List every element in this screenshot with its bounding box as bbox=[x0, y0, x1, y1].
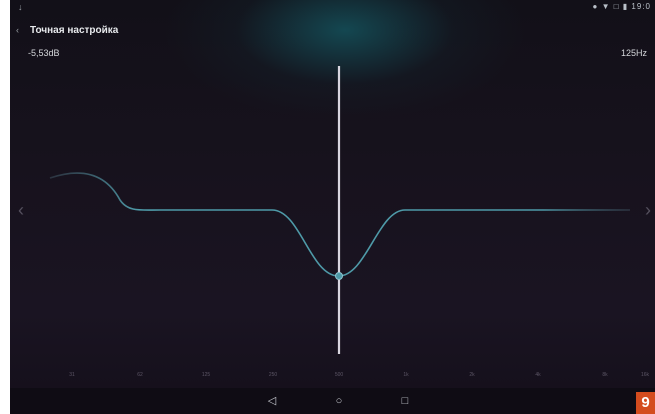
freq-label[interactable]: 4k bbox=[535, 372, 541, 378]
next-band-arrow[interactable]: › bbox=[645, 200, 651, 220]
status-indicators: ● ▼ □ ▮ 19:0 bbox=[592, 2, 651, 11]
nav-home-button[interactable]: ○ bbox=[335, 395, 343, 407]
system-nav-bar: ◁ ○ □ bbox=[10, 388, 655, 414]
nav-back-button[interactable]: ◁ bbox=[267, 395, 277, 407]
header: ‹ Точная настройка bbox=[16, 20, 118, 40]
app-screen: ↓ ● ▼ □ ▮ 19:0 ‹ Точная настройка -5,53d… bbox=[10, 0, 655, 414]
page-title: Точная настройка bbox=[30, 24, 119, 36]
back-arrow-icon[interactable]: ‹ bbox=[16, 25, 19, 35]
freq-label[interactable]: 125 bbox=[201, 372, 211, 378]
freq-label[interactable]: 1k bbox=[403, 372, 409, 378]
equalizer-graph[interactable] bbox=[10, 0, 655, 388]
freq-label[interactable]: 8k bbox=[602, 372, 608, 378]
previous-band-arrow[interactable]: ‹ bbox=[18, 200, 24, 220]
freq-label[interactable]: 2k bbox=[469, 372, 475, 378]
freq-label[interactable]: 500 bbox=[334, 372, 344, 378]
page-number-badge: 9 bbox=[636, 392, 655, 414]
freq-label[interactable]: 31 bbox=[69, 372, 75, 378]
freq-label[interactable]: 16k bbox=[640, 372, 650, 378]
freq-label[interactable]: 250 bbox=[268, 372, 278, 378]
selected-band-point[interactable] bbox=[335, 272, 343, 280]
frequency-axis: 31 62 125 250 500 1k 2k 4k 8k 16k bbox=[10, 372, 655, 382]
gain-readout: -5,53dB bbox=[28, 48, 60, 58]
download-icon: ↓ bbox=[18, 2, 23, 12]
frequency-readout: 125Hz bbox=[620, 48, 647, 58]
page-margin bbox=[0, 0, 10, 414]
status-bar: ↓ ● ▼ □ ▮ 19:0 bbox=[10, 0, 655, 14]
nav-recents-button[interactable]: □ bbox=[401, 395, 409, 407]
eq-curve[interactable] bbox=[49, 172, 630, 277]
freq-label[interactable]: 62 bbox=[137, 372, 143, 378]
